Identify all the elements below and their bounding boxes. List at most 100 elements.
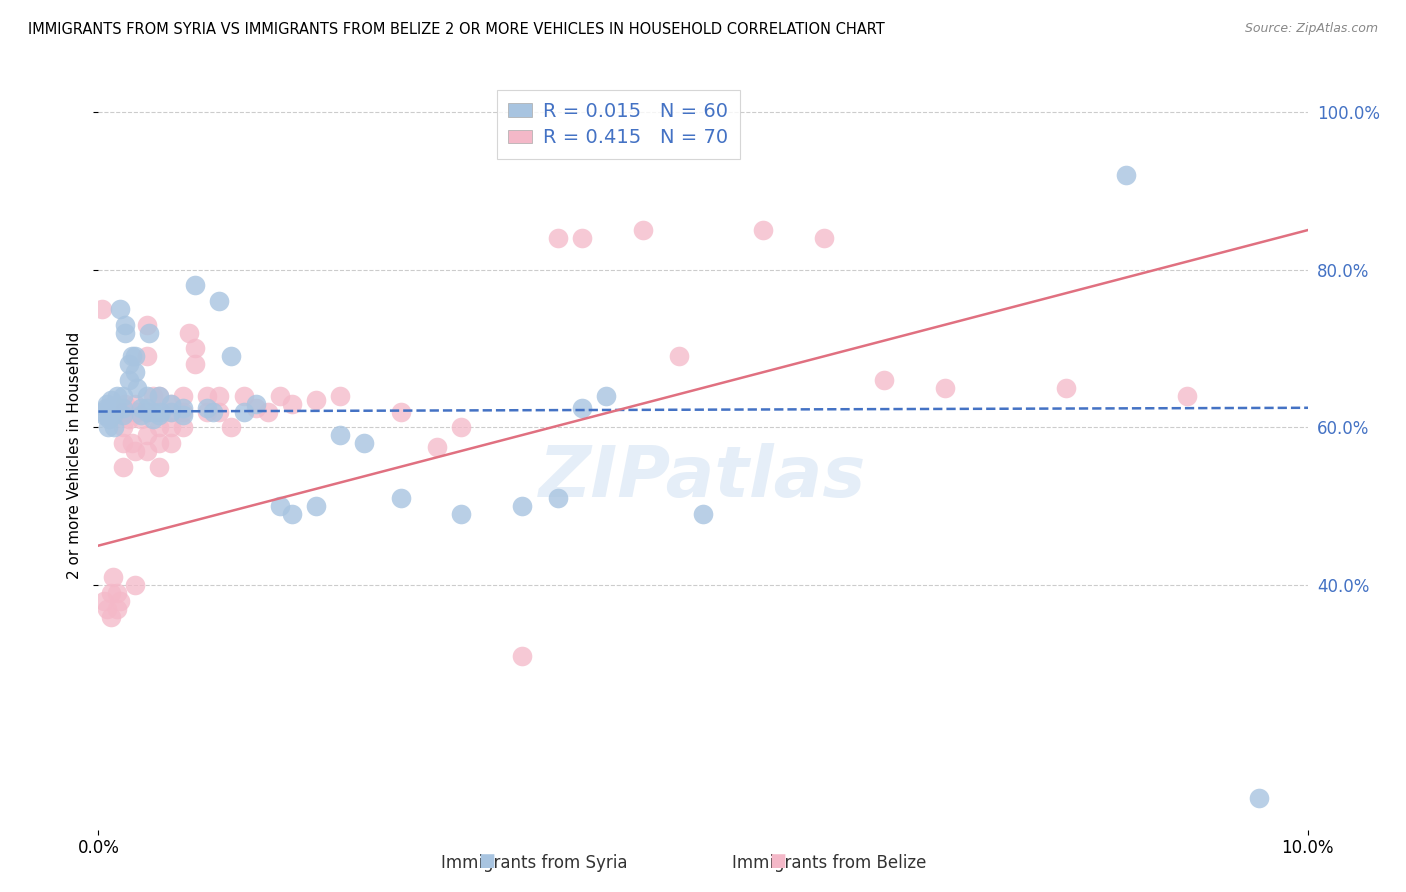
Point	[269, 389, 291, 403]
Point	[329, 389, 352, 403]
Point	[100, 586, 122, 600]
Point	[101, 570, 124, 584]
Point	[813, 231, 835, 245]
Point	[668, 349, 690, 363]
Point	[100, 404, 122, 418]
Point	[202, 404, 225, 418]
Point	[111, 459, 134, 474]
Point	[111, 401, 134, 415]
Text: IMMIGRANTS FROM SYRIA VS IMMIGRANTS FROM BELIZE 2 OR MORE VEHICLES IN HOUSEHOLD : IMMIGRANTS FROM SYRIA VS IMMIGRANTS FROM…	[28, 22, 884, 37]
Point	[172, 404, 194, 418]
Point	[389, 491, 412, 506]
Point	[245, 401, 267, 415]
Point	[269, 499, 291, 513]
Point	[98, 412, 121, 426]
Point	[121, 436, 143, 450]
Point	[124, 444, 146, 458]
Point	[256, 404, 278, 418]
Point	[118, 357, 141, 371]
Point	[221, 349, 243, 363]
Point	[195, 404, 218, 418]
Point	[118, 373, 141, 387]
Point	[94, 401, 117, 415]
Point	[127, 404, 149, 418]
Point	[934, 381, 956, 395]
Point	[547, 491, 569, 506]
Point	[1054, 381, 1077, 395]
Point	[389, 404, 412, 418]
Point	[160, 436, 183, 450]
Text: Immigrants from Belize: Immigrants from Belize	[733, 855, 927, 872]
Point	[752, 223, 775, 237]
Point	[305, 499, 328, 513]
Point	[547, 231, 569, 245]
Point	[631, 223, 654, 237]
Point	[129, 401, 152, 415]
Point	[571, 231, 593, 245]
Point	[148, 459, 170, 474]
Point	[160, 397, 183, 411]
Point	[281, 507, 304, 521]
Point	[148, 420, 170, 434]
Point	[160, 397, 183, 411]
Point	[121, 349, 143, 363]
Point	[160, 420, 183, 434]
Point	[111, 389, 134, 403]
Point	[105, 586, 128, 600]
Point	[150, 404, 173, 418]
Point	[108, 301, 131, 316]
Point	[148, 389, 170, 403]
Point	[195, 389, 218, 403]
Point	[172, 420, 194, 434]
Text: Source: ZipAtlas.com: Source: ZipAtlas.com	[1244, 22, 1378, 36]
Point	[135, 428, 157, 442]
Point	[111, 404, 134, 418]
Point	[1249, 791, 1271, 805]
Point	[103, 420, 125, 434]
Point	[232, 389, 254, 403]
Point	[571, 401, 593, 415]
Point	[135, 389, 157, 403]
Point	[329, 428, 352, 442]
Point	[138, 326, 160, 340]
Y-axis label: 2 or more Vehicles in Household: 2 or more Vehicles in Household	[67, 331, 83, 579]
Point	[96, 601, 118, 615]
Point	[208, 389, 231, 403]
Point	[510, 648, 533, 663]
Point	[124, 365, 146, 379]
Point	[135, 404, 157, 418]
Point	[148, 404, 170, 418]
Text: Immigrants from Syria: Immigrants from Syria	[441, 855, 627, 872]
Point	[1115, 168, 1137, 182]
Point	[873, 373, 896, 387]
Point	[184, 278, 207, 293]
Point	[232, 404, 254, 418]
Point	[114, 326, 136, 340]
Point	[692, 507, 714, 521]
Point	[124, 349, 146, 363]
Point	[118, 404, 141, 418]
Point	[124, 397, 146, 411]
Point	[111, 409, 134, 423]
Point	[105, 401, 128, 415]
Point	[93, 409, 115, 423]
Point	[114, 318, 136, 332]
Point	[353, 436, 375, 450]
Point	[91, 404, 114, 418]
Point	[281, 397, 304, 411]
Point	[100, 609, 122, 624]
Point	[221, 420, 243, 434]
Point	[160, 404, 183, 418]
Point	[135, 404, 157, 418]
Point	[184, 357, 207, 371]
Point	[195, 401, 218, 415]
Text: ■: ■	[478, 852, 495, 870]
Point	[148, 409, 170, 423]
Point	[127, 381, 149, 395]
Point	[118, 412, 141, 426]
Point	[179, 326, 201, 340]
Point	[172, 409, 194, 423]
Point	[108, 594, 131, 608]
Point	[142, 412, 165, 426]
Point	[111, 420, 134, 434]
